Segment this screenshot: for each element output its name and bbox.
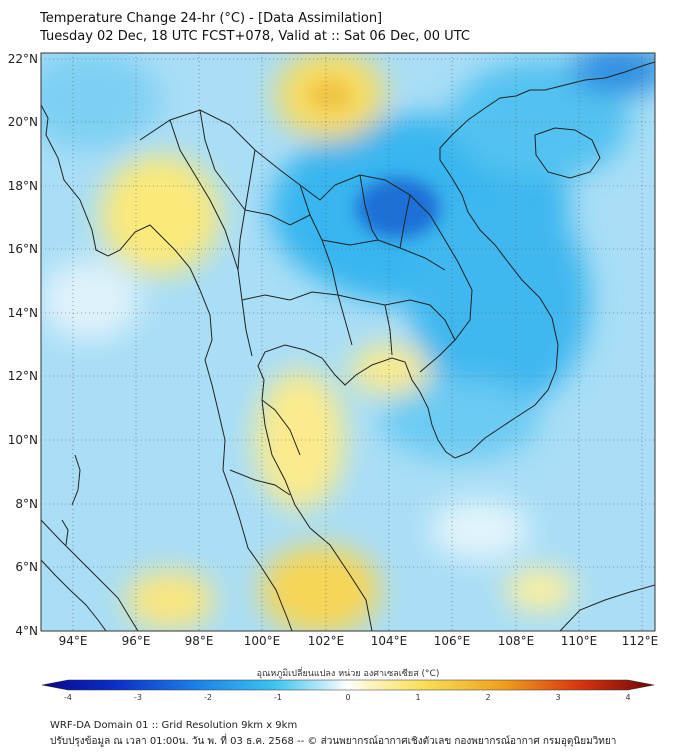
- footer-domain-info: WRF-DA Domain 01 :: Grid Resolution 9km …: [50, 720, 298, 731]
- lat-tick-label: 4°N: [15, 624, 38, 638]
- lon-tick-label: 110°E: [561, 634, 598, 648]
- colorbar: อุณหภูมิเปลี่ยนแปลง หน่วย องศาเซลเซียส (…: [41, 666, 655, 702]
- plot-frame: [40, 52, 656, 632]
- lon-tick-label: 98°E: [185, 634, 214, 648]
- lon-tick-label: 102°E: [308, 634, 345, 648]
- colorbar-tick-label: -1: [274, 693, 282, 702]
- colorbar-tick-label: 0: [345, 693, 350, 702]
- lat-tick-label: 22°N: [8, 52, 38, 66]
- lon-tick-label: 106°E: [434, 634, 471, 648]
- map-subtitle: Tuesday 02 Dec, 18 UTC FCST+078, Valid a…: [40, 29, 470, 44]
- lat-tick-label: 14°N: [8, 306, 38, 320]
- cold-core: [356, 178, 440, 238]
- footer-credit: ปรับปรุงข้อมูล ณ เวลา 01:00น. วัน พ. ที่…: [50, 736, 617, 747]
- colorbar-title: อุณหภูมิเปลี่ยนแปลง หน่วย องศาเซลเซียส (…: [257, 666, 440, 679]
- lon-tick-label: 94°E: [59, 634, 88, 648]
- temperature-field: [41, 53, 655, 631]
- colorbar-tick-label: -3: [134, 693, 142, 702]
- colorbar-tick-label: 3: [555, 693, 560, 702]
- colorbar-tick-label: -2: [204, 693, 212, 702]
- colorbar-tick-label: 2: [485, 693, 490, 702]
- gridlines: [41, 53, 655, 631]
- lat-axis: 22°N 20°N 18°N 16°N 14°N 12°N 10°N 8°N 6…: [8, 52, 38, 638]
- lon-tick-label: 108°E: [498, 634, 535, 648]
- lat-tick-label: 8°N: [15, 497, 38, 511]
- temperature-map: 94°E 96°E 98°E 100°E 102°E 104°E 106°E 1…: [8, 52, 659, 702]
- coastlines: [41, 61, 655, 631]
- colorbar-tick-label: -4: [64, 693, 72, 702]
- colorbar-tick-label: 1: [415, 693, 420, 702]
- lat-tick-label: 16°N: [8, 242, 38, 256]
- lat-tick-label: 6°N: [15, 560, 38, 574]
- lat-tick-label: 20°N: [8, 115, 38, 129]
- colorbar-ramp: [41, 679, 655, 691]
- map-title: Temperature Change 24-hr (°C) - [Data As…: [40, 11, 383, 26]
- lat-tick-label: 12°N: [8, 369, 38, 383]
- colorbar-tick-label: 4: [625, 693, 630, 702]
- lon-tick-label: 112°E: [622, 634, 659, 648]
- lon-axis: 94°E 96°E 98°E 100°E 102°E 104°E 106°E 1…: [59, 634, 659, 648]
- lon-tick-label: 100°E: [244, 634, 281, 648]
- lon-tick-label: 104°E: [371, 634, 408, 648]
- lon-tick-label: 96°E: [122, 634, 151, 648]
- lat-tick-label: 18°N: [8, 179, 38, 193]
- lat-tick-label: 10°N: [8, 433, 38, 447]
